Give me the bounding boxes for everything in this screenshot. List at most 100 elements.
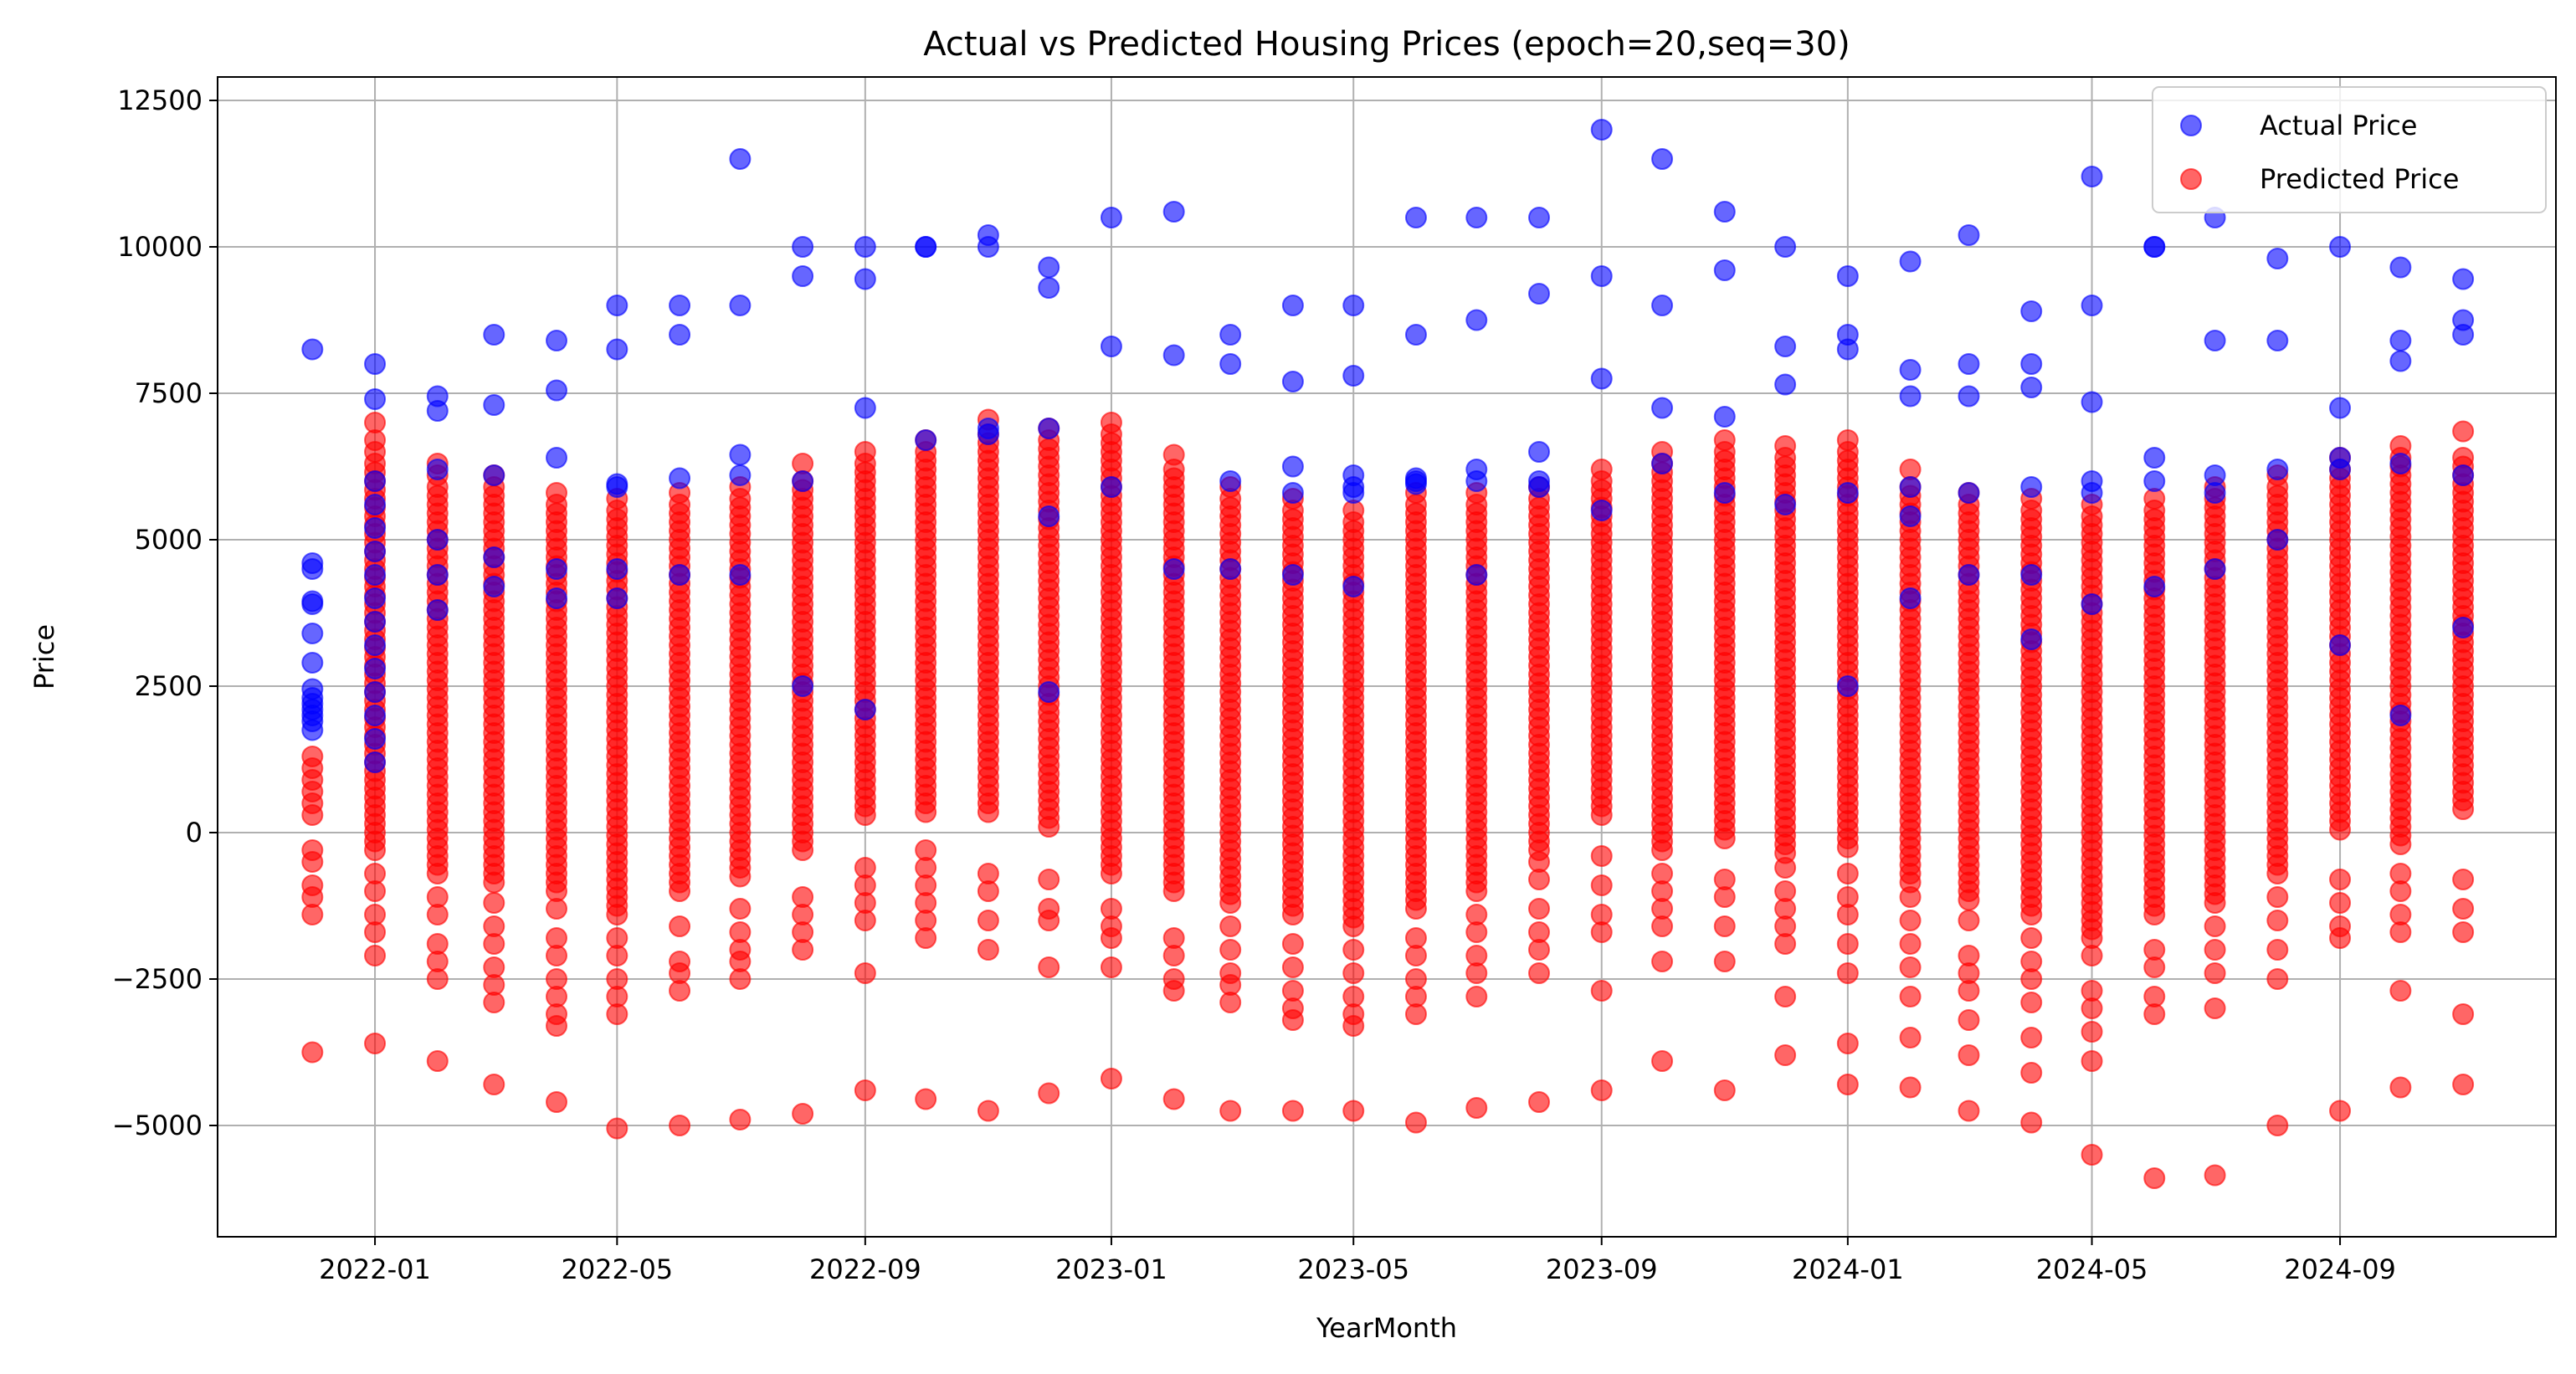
predicted-price-point — [669, 980, 691, 1002]
actual-price-point — [1958, 224, 1980, 246]
predicted-price-point — [1899, 933, 1922, 955]
predicted-price-point — [1899, 1027, 1922, 1048]
predicted-price-point — [1342, 962, 1365, 984]
y-axis-title: Price — [28, 624, 60, 690]
predicted-price-point — [977, 939, 999, 961]
y-tick-label: 7500 — [135, 377, 203, 409]
legend-marker-predicted — [2180, 168, 2202, 190]
actual-price-point — [1899, 505, 1922, 527]
actual-price-point — [1281, 482, 1304, 504]
predicted-price-point — [1404, 1111, 1427, 1134]
predicted-price-point — [301, 804, 324, 826]
actual-price-point — [1404, 473, 1427, 495]
x-tick-label: 2023-05 — [1297, 1254, 1409, 1285]
predicted-price-point — [426, 968, 449, 990]
predicted-price-point — [2204, 962, 2226, 984]
actual-price-point — [364, 634, 387, 656]
predicted-price-point — [2266, 863, 2289, 884]
actual-price-point — [1899, 385, 1922, 408]
predicted-price-point — [2020, 1062, 2043, 1084]
actual-price-point — [1774, 336, 1797, 357]
actual-price-point — [1038, 418, 1060, 439]
predicted-price-point — [1774, 986, 1797, 1007]
predicted-price-point — [1590, 1079, 1613, 1101]
predicted-price-point — [1100, 1068, 1122, 1089]
actual-price-point — [729, 464, 752, 486]
actual-price-point — [915, 429, 937, 451]
actual-price-point — [1219, 353, 1242, 375]
y-tick-label: 0 — [186, 817, 203, 848]
x-axis-title: YearMonth — [1316, 1312, 1457, 1344]
predicted-price-point — [2020, 927, 2043, 949]
predicted-price-point — [669, 915, 691, 937]
actual-price-point — [606, 295, 629, 316]
y-tick-label: −2500 — [112, 963, 203, 995]
legend: Actual Price Predicted Price — [2152, 86, 2547, 213]
actual-price-point — [1100, 476, 1122, 498]
predicted-price-point — [1281, 904, 1304, 925]
actual-price-point — [364, 751, 387, 773]
actual-price-point — [854, 236, 876, 258]
actual-price-point — [729, 148, 752, 170]
actual-price-point — [426, 400, 449, 422]
predicted-price-point — [2452, 1074, 2475, 1095]
predicted-price-point — [301, 904, 324, 925]
predicted-price-point — [669, 880, 691, 902]
predicted-price-point — [1342, 1015, 1365, 1037]
predicted-price-point — [854, 804, 876, 826]
predicted-price-point — [1219, 992, 1242, 1013]
predicted-price-point — [792, 1103, 814, 1125]
predicted-price-point — [792, 939, 814, 961]
legend-label-actual: Actual Price — [2260, 110, 2417, 141]
actual-price-point — [792, 236, 814, 258]
actual-price-point — [1590, 500, 1613, 521]
actual-price-point — [2389, 330, 2412, 351]
predicted-price-point — [2143, 1167, 2166, 1189]
predicted-price-point — [1162, 980, 1185, 1002]
predicted-price-point — [1162, 1088, 1185, 1110]
predicted-price-point — [1713, 828, 1736, 849]
actual-price-point — [2020, 377, 2043, 398]
actual-price-point — [2389, 453, 2412, 474]
predicted-price-point — [1038, 816, 1060, 838]
predicted-price-point — [1590, 980, 1613, 1002]
actual-price-point — [426, 529, 449, 551]
actual-price-point — [669, 295, 691, 316]
predicted-price-point — [915, 1088, 937, 1110]
predicted-price-point — [2081, 945, 2103, 966]
predicted-price-point — [1162, 945, 1185, 966]
actual-price-point — [2266, 248, 2289, 269]
predicted-price-point — [1404, 898, 1427, 920]
predicted-price-point — [426, 1050, 449, 1072]
actual-price-point — [1958, 385, 1980, 408]
predicted-price-point — [1100, 956, 1122, 978]
actual-price-point — [1774, 373, 1797, 396]
predicted-price-point — [1465, 962, 1488, 984]
predicted-price-point — [729, 865, 752, 888]
legend-marker-actual — [2180, 115, 2202, 136]
actual-price-point — [364, 353, 387, 375]
actual-price-point — [1958, 353, 1980, 375]
actual-price-point — [483, 576, 505, 597]
predicted-price-point — [1038, 1082, 1060, 1105]
predicted-price-point — [729, 968, 752, 990]
actual-price-point — [2329, 459, 2352, 480]
plot-area-frame — [217, 76, 2557, 1238]
predicted-price-point — [1836, 836, 1859, 859]
predicted-price-point — [2020, 904, 2043, 925]
actual-price-point — [1836, 482, 1859, 504]
actual-price-point — [1836, 675, 1859, 697]
actual-price-point — [2081, 295, 2103, 316]
actual-price-point — [2020, 300, 2043, 322]
actual-price-point — [792, 265, 814, 287]
actual-price-point — [1651, 453, 1674, 474]
actual-price-point — [301, 593, 324, 615]
actual-price-point — [2081, 482, 2103, 504]
actual-price-point — [729, 295, 752, 316]
predicted-price-point — [2020, 1027, 2043, 1048]
predicted-price-point — [606, 1117, 629, 1140]
actual-price-point — [483, 464, 505, 486]
actual-price-point — [1590, 265, 1613, 287]
chart-title: Actual vs Predicted Housing Prices (epoc… — [923, 25, 1850, 64]
legend-label-predicted: Predicted Price — [2260, 163, 2459, 195]
